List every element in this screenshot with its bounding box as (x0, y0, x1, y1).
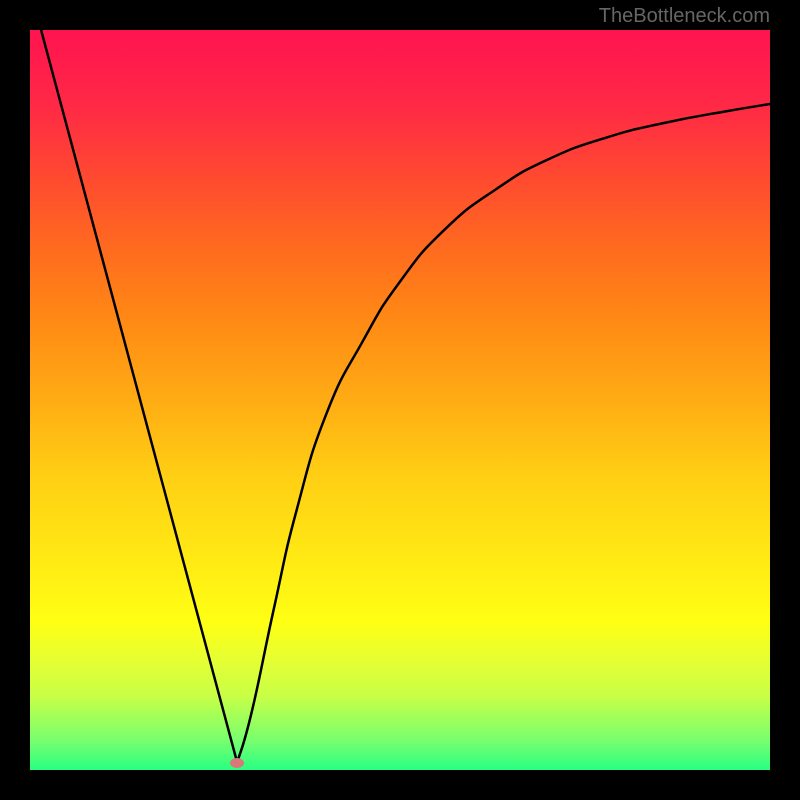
optimal-point-marker (230, 758, 244, 768)
plot-area (30, 30, 770, 770)
watermark-text: TheBottleneck.com (599, 5, 770, 28)
chart-container: TheBottleneck.com (0, 0, 800, 800)
bottleneck-curve (30, 30, 770, 770)
